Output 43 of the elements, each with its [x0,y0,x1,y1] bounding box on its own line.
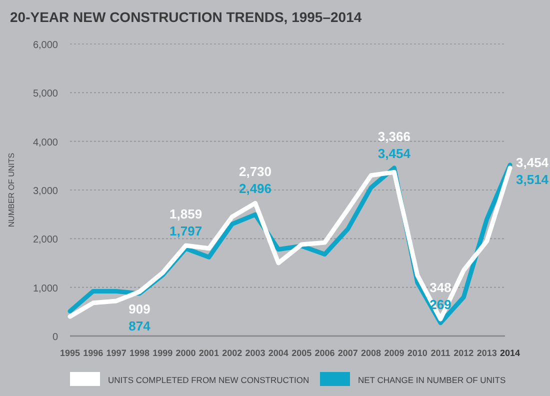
x-tick-label: 2010 [407,348,428,358]
x-tick-label: 1995 [60,348,80,358]
x-tick-label: 2002 [222,348,242,358]
x-tick-label: 2008 [361,348,382,358]
x-tick-label: 1996 [83,348,104,358]
data-label: 2,730 [238,164,272,180]
x-tick-label: 2011 [430,348,450,358]
data-label: 874 [128,318,152,334]
x-tick-label: 2003 [245,348,266,358]
x-tick-label: 2005 [292,348,312,358]
data-label: 348 [430,280,452,296]
legend-label: NET CHANGE IN NUMBER OF UNITS [358,375,506,385]
y-tick-label: 2,000 [32,234,58,246]
x-tick-label: 2007 [338,348,358,358]
y-tick-label: 1,000 [32,283,58,294]
legend-label: UNITS COMPLETED FROM NEW CONSTRUCTION [108,375,310,385]
y-tick-label: 0 [52,332,58,343]
y-tick-label: 3,000 [32,186,58,197]
data-label: 2,496 [238,181,272,196]
x-tick-label: 2013 [476,348,497,358]
chart-title: 20-YEAR NEW CONSTRUCTION TRENDS, 1995–2014 [10,9,362,25]
data-label: 909 [128,301,150,316]
data-label: 1,797 [170,224,202,239]
y-axis-title: NUMBER OF UNITS [7,152,16,228]
data-label: 3,454 [516,154,550,170]
y-tick-label: 5,000 [32,88,58,100]
x-tick-label: 1997 [106,348,126,358]
x-tick-label: 2012 [454,348,474,358]
x-tick-label: 2000 [176,348,196,358]
x-tick-label: 1999 [152,348,173,358]
x-tick-label: 2001 [198,348,219,358]
data-label: 3,454 [378,146,412,161]
data-label: 3,514 [516,172,550,187]
x-tick-label: 2006 [314,348,335,358]
y-tick-label: 4,000 [32,137,58,148]
x-tick-label: 1998 [129,348,150,358]
y-tick-label: 6,000 [32,40,58,51]
x-tick-label: 2004 [268,348,288,358]
data-label: 1,859 [170,206,202,222]
data-label: 3,366 [378,128,410,144]
x-tick-label: 2014 [500,348,520,358]
x-tick-label: 2009 [384,348,404,358]
data-label: 269 [430,297,452,312]
